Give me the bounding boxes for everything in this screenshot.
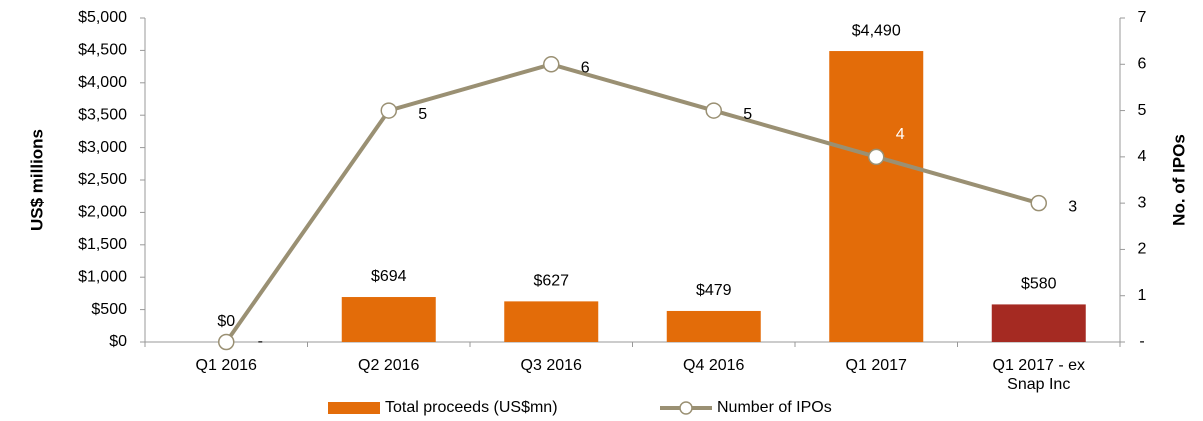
line-value-label: 5 xyxy=(743,106,752,123)
x-tick-label: Q4 2016 xyxy=(683,357,745,374)
y-tick-label: $2,000 xyxy=(78,204,127,221)
y-tick-label: $3,500 xyxy=(78,106,127,123)
y-tick-label: $4,000 xyxy=(78,74,127,91)
x-tick-label: Q1 2017 xyxy=(845,357,907,374)
bar-value-label: $479 xyxy=(696,282,732,299)
y-tick-label: $2,500 xyxy=(78,171,127,188)
line-marker xyxy=(380,102,397,119)
y-tick-label: $5,000 xyxy=(78,9,127,26)
y-tick-label: $4,500 xyxy=(78,42,127,59)
legend-marker xyxy=(679,401,693,415)
y-tick-label: $1,500 xyxy=(78,236,127,253)
y2-tick-label: 6 xyxy=(1138,56,1147,73)
y2-tick-label: - xyxy=(1139,333,1144,350)
line-marker xyxy=(218,333,235,351)
y-tick-label: $0 xyxy=(109,333,127,350)
x-tick-label: Q3 2016 xyxy=(520,357,582,374)
x-tick-label: Q1 2016 xyxy=(195,357,257,374)
bar xyxy=(991,304,1086,342)
y2-tick-label: 3 xyxy=(1138,194,1147,211)
y-axis-label: US$ millions xyxy=(27,129,46,231)
bar xyxy=(504,301,599,342)
y2-tick-label: 7 xyxy=(1138,9,1147,26)
x-tick-label: Q2 2016 xyxy=(358,357,420,374)
legend-label: Number of IPOs xyxy=(717,399,832,416)
y2-tick-label: 1 xyxy=(1138,287,1147,304)
line-value-label: 4 xyxy=(896,126,905,143)
y-tick-label: $3,000 xyxy=(78,139,127,156)
bar-value-label: $4,490 xyxy=(852,22,901,39)
bar-value-label: $694 xyxy=(371,268,407,285)
bar-value-label: $627 xyxy=(533,273,569,290)
line-marker xyxy=(705,102,722,119)
line-value-label: - xyxy=(258,333,263,350)
line-value-label: 6 xyxy=(581,60,590,77)
y-tick-label: $500 xyxy=(91,301,127,318)
line-marker xyxy=(543,56,560,73)
line xyxy=(224,62,1040,344)
bar-value-label: $580 xyxy=(1021,276,1057,293)
line-marker xyxy=(868,148,885,166)
y2-tick-label: 5 xyxy=(1138,102,1147,119)
x-tick-label: Q1 2017 - ex Snap Inc xyxy=(992,357,1086,393)
bar xyxy=(341,297,436,342)
bar xyxy=(666,310,761,342)
line-marker xyxy=(1030,194,1047,212)
y-tick-label: $1,000 xyxy=(78,268,127,285)
bar-value-label: $0 xyxy=(217,313,235,330)
y2-tick-label: 2 xyxy=(1138,241,1147,258)
legend-swatch xyxy=(328,402,380,414)
y2-axis-label: No. of IPOs xyxy=(1169,134,1188,226)
line-value-label: 3 xyxy=(1068,198,1077,215)
bar xyxy=(829,51,924,342)
y2-tick-label: 4 xyxy=(1138,148,1147,165)
line-value-label: 5 xyxy=(418,106,427,123)
legend-label: Total proceeds (US$mn) xyxy=(385,399,558,416)
